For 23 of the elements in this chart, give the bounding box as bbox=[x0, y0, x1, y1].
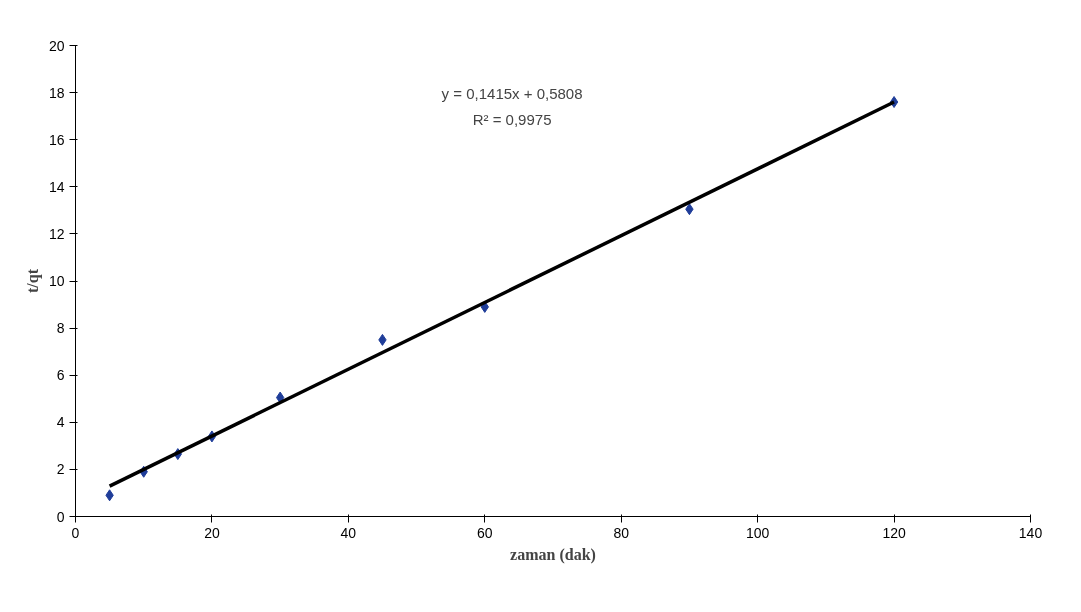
x-tick-label: 140 bbox=[1018, 524, 1043, 541]
x-axis-title: zaman (dak) bbox=[510, 545, 596, 564]
y-tick-label: 8 bbox=[56, 320, 65, 337]
y-tick-label: 12 bbox=[48, 225, 65, 242]
y-tick-label: 16 bbox=[48, 131, 65, 148]
x-tick-label: 120 bbox=[882, 524, 906, 541]
y-tick-label: 14 bbox=[48, 178, 65, 195]
y-tick-label: 18 bbox=[48, 84, 65, 101]
annotation: R² = 0,9975 bbox=[472, 110, 552, 128]
x-tick-label: 20 bbox=[204, 524, 220, 541]
y-tick-label: 10 bbox=[48, 273, 65, 289]
y-tick-label: 20 bbox=[48, 37, 65, 54]
y-tick-label: 6 bbox=[56, 367, 65, 384]
x-tick-label: 0 bbox=[71, 524, 80, 541]
x-tick-label: 80 bbox=[613, 524, 630, 541]
y-axis-title: t/qt bbox=[23, 268, 42, 293]
y-tick-label: 0 bbox=[56, 508, 65, 525]
y-tick-label: 4 bbox=[56, 414, 65, 431]
x-tick-label: 60 bbox=[477, 524, 493, 541]
annotation: y = 0,1415x + 0,5808 bbox=[441, 85, 583, 103]
y-tick-label: 2 bbox=[56, 461, 65, 478]
x-tick-label: 100 bbox=[745, 524, 770, 541]
x-tick-label: 40 bbox=[340, 524, 357, 541]
